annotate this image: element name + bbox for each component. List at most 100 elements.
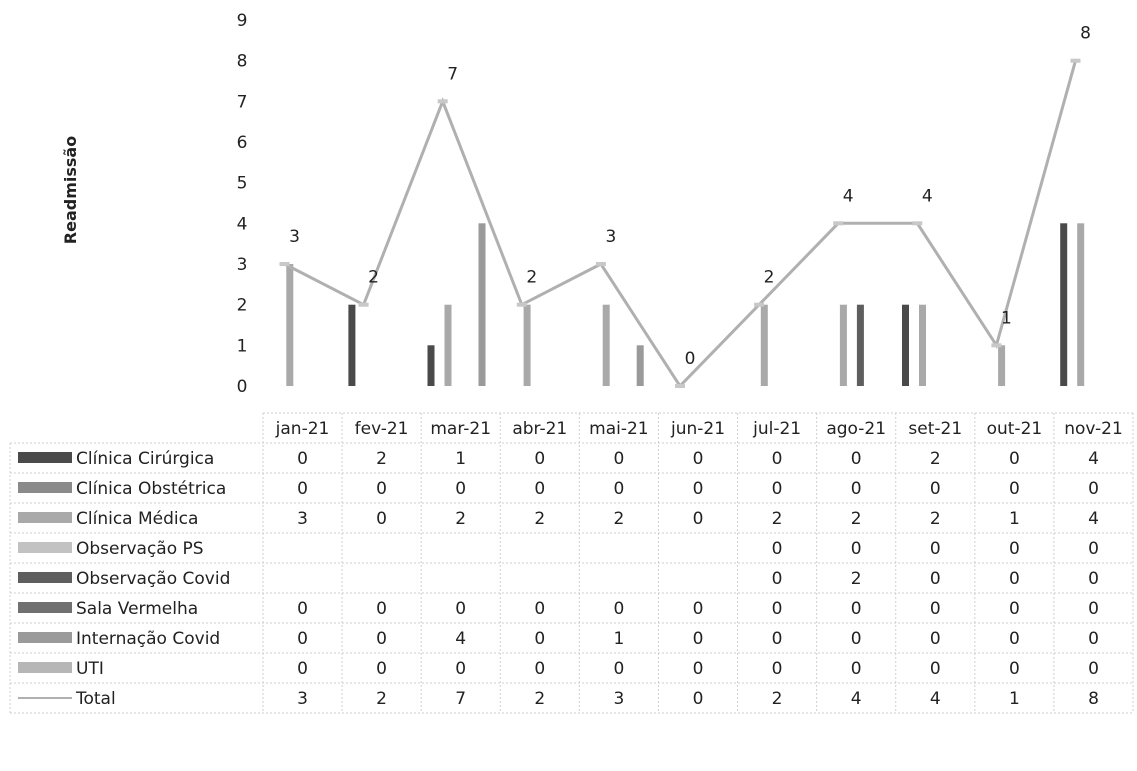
x-tick-label: ago-21 (826, 419, 886, 439)
table-cell: 0 (693, 629, 704, 649)
series-label: Internação Covid (76, 629, 220, 649)
table-cell: 0 (613, 449, 624, 469)
bar (636, 345, 644, 386)
total-data-label: 4 (922, 186, 933, 206)
table-cell: 0 (534, 449, 545, 469)
total-marker (1070, 58, 1081, 63)
legend-swatch (18, 602, 72, 613)
table-cell: 2 (930, 449, 941, 469)
bar (523, 304, 531, 386)
table-cell: 0 (376, 599, 387, 619)
table-cell: 0 (851, 449, 862, 469)
bar (444, 304, 452, 386)
x-tick-label: mai-21 (589, 419, 648, 439)
bar (1060, 223, 1068, 386)
table-cell: 0 (1009, 629, 1020, 649)
y-tick-label: 0 (237, 377, 248, 397)
table-cell: 4 (851, 689, 862, 709)
table-cell: 0 (693, 509, 704, 529)
total-data-label: 3 (289, 227, 300, 247)
x-tick-label: jul-21 (752, 419, 801, 439)
table-cell: 2 (376, 449, 387, 469)
table-cell: 2 (613, 509, 624, 529)
bar (348, 304, 356, 386)
y-tick-label: 6 (237, 133, 248, 153)
table-cell: 0 (1009, 659, 1020, 679)
table-cell: 2 (534, 509, 545, 529)
table-cell: 0 (613, 599, 624, 619)
y-axis: 0 1 2 3 4 5 6 7 8 9 (237, 11, 248, 397)
total-marker (833, 221, 844, 226)
table-cell: 0 (1009, 599, 1020, 619)
table-cell: 4 (455, 629, 466, 649)
table-cell: 0 (851, 629, 862, 649)
bar (856, 304, 864, 386)
bar (839, 304, 847, 386)
table-cell: 0 (930, 479, 941, 499)
table-cell: 0 (930, 659, 941, 679)
bar (919, 304, 926, 386)
table-cell: 0 (297, 479, 308, 499)
bar (478, 223, 486, 386)
table-cell: 0 (851, 599, 862, 619)
y-tick-label: 4 (237, 214, 248, 234)
bar (998, 345, 1006, 386)
table-cell: 2 (772, 689, 783, 709)
table-cell: 0 (772, 479, 783, 499)
total-marker (991, 343, 1002, 348)
table-cell: 0 (534, 479, 545, 499)
total-marker (912, 221, 923, 226)
total-data-label: 2 (526, 268, 537, 288)
table-cell: 0 (1009, 569, 1020, 589)
bar (286, 264, 294, 386)
series-label: Total (75, 689, 116, 709)
total-marker (437, 99, 448, 104)
total-marker (358, 302, 369, 307)
table-cell: 0 (772, 629, 783, 649)
total-marker (754, 302, 765, 307)
table-cell: 0 (297, 599, 308, 619)
legend-swatch (18, 662, 72, 673)
table-cell: 0 (297, 449, 308, 469)
table-cell: 2 (455, 509, 466, 529)
table-cell: 8 (1088, 689, 1099, 709)
table-cell: 4 (930, 689, 941, 709)
x-tick-label: nov-21 (1064, 419, 1123, 439)
series-label: Clínica Cirúrgica (76, 449, 214, 469)
table-cell: 0 (613, 479, 624, 499)
table-cell: 0 (693, 599, 704, 619)
table-cell: 0 (930, 599, 941, 619)
y-tick-label: 3 (237, 255, 248, 275)
table-cell: 0 (1009, 449, 1020, 469)
table-cell: 0 (1088, 629, 1099, 649)
table-cell: 0 (1088, 569, 1099, 589)
table-cell: 0 (1088, 539, 1099, 559)
table-cell: 0 (1088, 599, 1099, 619)
table-cell: 0 (534, 659, 545, 679)
table-cell: 1 (613, 629, 624, 649)
table-cell: 0 (455, 599, 466, 619)
total-line (279, 58, 1081, 389)
table-cell: 0 (1009, 479, 1020, 499)
series-label: Observação PS (76, 539, 204, 559)
table-cell: 0 (930, 629, 941, 649)
table-cell: 1 (455, 449, 466, 469)
series-label: Sala Vermelha (76, 599, 198, 619)
total-data-label: 2 (368, 268, 379, 288)
x-tick-label: jan-21 (275, 419, 330, 439)
series-label: Clínica Médica (76, 509, 198, 529)
table-cell: 0 (1088, 479, 1099, 499)
total-data-labels: 3 2 7 2 3 0 2 4 4 1 8 (289, 24, 1091, 369)
table-cell: 3 (297, 689, 308, 709)
bar (1077, 223, 1085, 386)
series-label: Clínica Obstétrica (76, 479, 226, 499)
x-tick-label: set-21 (908, 419, 962, 439)
table-cell: 0 (772, 659, 783, 679)
table-cell: 4 (1088, 449, 1099, 469)
table-cell: 2 (851, 509, 862, 529)
table-cell: 0 (772, 569, 783, 589)
table-cell: 0 (1088, 659, 1099, 679)
y-tick-label: 5 (237, 174, 248, 194)
series-label: Observação Covid (76, 569, 230, 589)
